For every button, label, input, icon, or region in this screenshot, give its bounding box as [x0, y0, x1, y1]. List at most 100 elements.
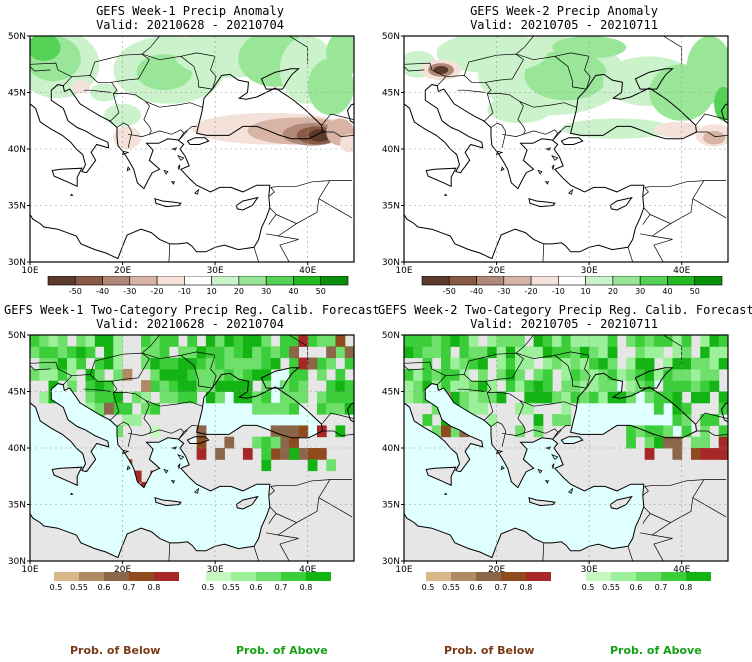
colorbar-swatch — [211, 276, 240, 286]
small-island — [544, 181, 549, 185]
above-prob-cell — [261, 448, 272, 460]
above-prob-cell — [450, 380, 461, 392]
above-prob-cell — [431, 425, 442, 438]
coastline — [404, 36, 728, 262]
small-island — [122, 449, 130, 455]
colorbar-label: 30 — [261, 287, 271, 296]
above-prob-cell — [261, 380, 272, 392]
above-prob-cell — [224, 346, 235, 359]
colorbar-label: 0.55 — [70, 583, 88, 592]
above-prob-cell — [459, 335, 470, 347]
above-prob-cell — [626, 425, 636, 438]
colorbar-label: -20 — [525, 287, 538, 296]
above-prob-cell — [700, 391, 710, 404]
colorbar-label: -10 — [178, 287, 191, 296]
above-prob-cell — [279, 380, 290, 392]
country-border — [30, 365, 51, 371]
dry-anomaly-shade — [653, 121, 701, 138]
above-prob-cell — [270, 346, 281, 359]
country-border — [168, 243, 171, 262]
above-prob-cell — [441, 357, 451, 370]
above-prob-cell — [335, 368, 346, 381]
above-prob-cell — [215, 346, 225, 359]
above-prob-cell — [579, 368, 590, 381]
country-border — [404, 62, 446, 78]
above-prob-cell — [533, 368, 544, 381]
above-prob-cell — [700, 436, 710, 449]
above-prob-cell — [76, 335, 87, 347]
country-border — [627, 247, 634, 262]
above-prob-cell — [635, 357, 646, 370]
country-border — [63, 374, 120, 422]
above-colorbar-week1: 0.5 0.55 0.6 0.7 0.8 — [202, 572, 331, 592]
coastline — [30, 335, 354, 561]
island-land — [236, 496, 258, 509]
above-prob-cell — [131, 414, 142, 426]
above-prob-cell — [524, 402, 535, 415]
coastline — [528, 496, 556, 507]
colorbar-swatch — [54, 572, 79, 581]
above-prob-cell — [113, 368, 124, 381]
above-prob-cell — [150, 402, 161, 415]
above-prob-cell — [542, 357, 553, 370]
above-prob-cell — [94, 391, 105, 404]
country-border — [30, 66, 51, 72]
panel3-valid: Valid: 20210628 - 20210704 — [96, 317, 284, 331]
above-prob-cell — [626, 436, 636, 449]
colorbar-label: -50 — [69, 287, 82, 296]
above-prob-cell — [141, 335, 151, 347]
panel3-title: GEFS Week-1 Two-Category Precip Reg. Cal… — [4, 303, 380, 317]
above-prob-cell — [626, 380, 636, 392]
below-prob-cell — [270, 448, 281, 460]
island-land — [610, 197, 632, 210]
above-prob-cell — [468, 346, 479, 359]
colorbar-label: -40 — [470, 287, 483, 296]
above-prob-cell — [515, 402, 525, 415]
country-border — [83, 388, 112, 392]
coastline — [609, 196, 633, 211]
above-prob-cell — [570, 346, 581, 359]
colorbar-label: 0.6 — [630, 583, 643, 592]
coastline — [528, 197, 556, 208]
above-prob-cell — [478, 368, 488, 381]
colorbar-swatch — [526, 572, 551, 581]
above-prob-cell — [39, 357, 50, 370]
above-prob-cell — [718, 402, 728, 415]
lat-tick-label: 35N — [382, 501, 400, 511]
colorbar-label: 0.8 — [520, 583, 533, 592]
coastline — [569, 73, 698, 140]
below-prob-cell — [672, 448, 683, 460]
above-prob-cell — [141, 346, 151, 359]
lon-tick-label: 10E — [21, 565, 38, 573]
above-prob-cell — [542, 380, 553, 392]
above-prob-cell — [700, 368, 710, 381]
above-prob-cell — [335, 391, 346, 404]
above-prob-cell — [205, 357, 216, 370]
below-prob-cell — [141, 380, 151, 392]
above-prob-cell — [579, 380, 590, 392]
above-prob-cell — [478, 402, 488, 415]
above-prob-cell — [709, 335, 720, 347]
small-island — [126, 465, 131, 471]
country-border — [627, 546, 634, 561]
colorbar-label: 50 — [690, 287, 700, 296]
below-prob-cell — [344, 346, 354, 359]
above-prob-cell — [496, 391, 507, 404]
above-prob-cell — [478, 380, 488, 392]
above-prob-cell — [468, 402, 479, 415]
lon-tick-label: 30E — [207, 565, 224, 573]
above-prob-cell — [307, 459, 318, 472]
country-border — [515, 352, 587, 389]
above-prob-cell — [57, 346, 68, 359]
above-prob-cell — [459, 357, 470, 370]
small-island — [568, 487, 574, 494]
above-prob-cell — [441, 346, 451, 359]
above-prob-cell — [524, 346, 535, 359]
colorbar-swatch — [612, 276, 641, 286]
country-border — [322, 430, 354, 436]
above-prob-cell — [205, 391, 216, 404]
below-prob-cell — [644, 448, 655, 460]
colorbar-swatch — [206, 572, 231, 581]
above-prob-cell — [616, 391, 627, 404]
above-prob-cell — [252, 335, 262, 347]
